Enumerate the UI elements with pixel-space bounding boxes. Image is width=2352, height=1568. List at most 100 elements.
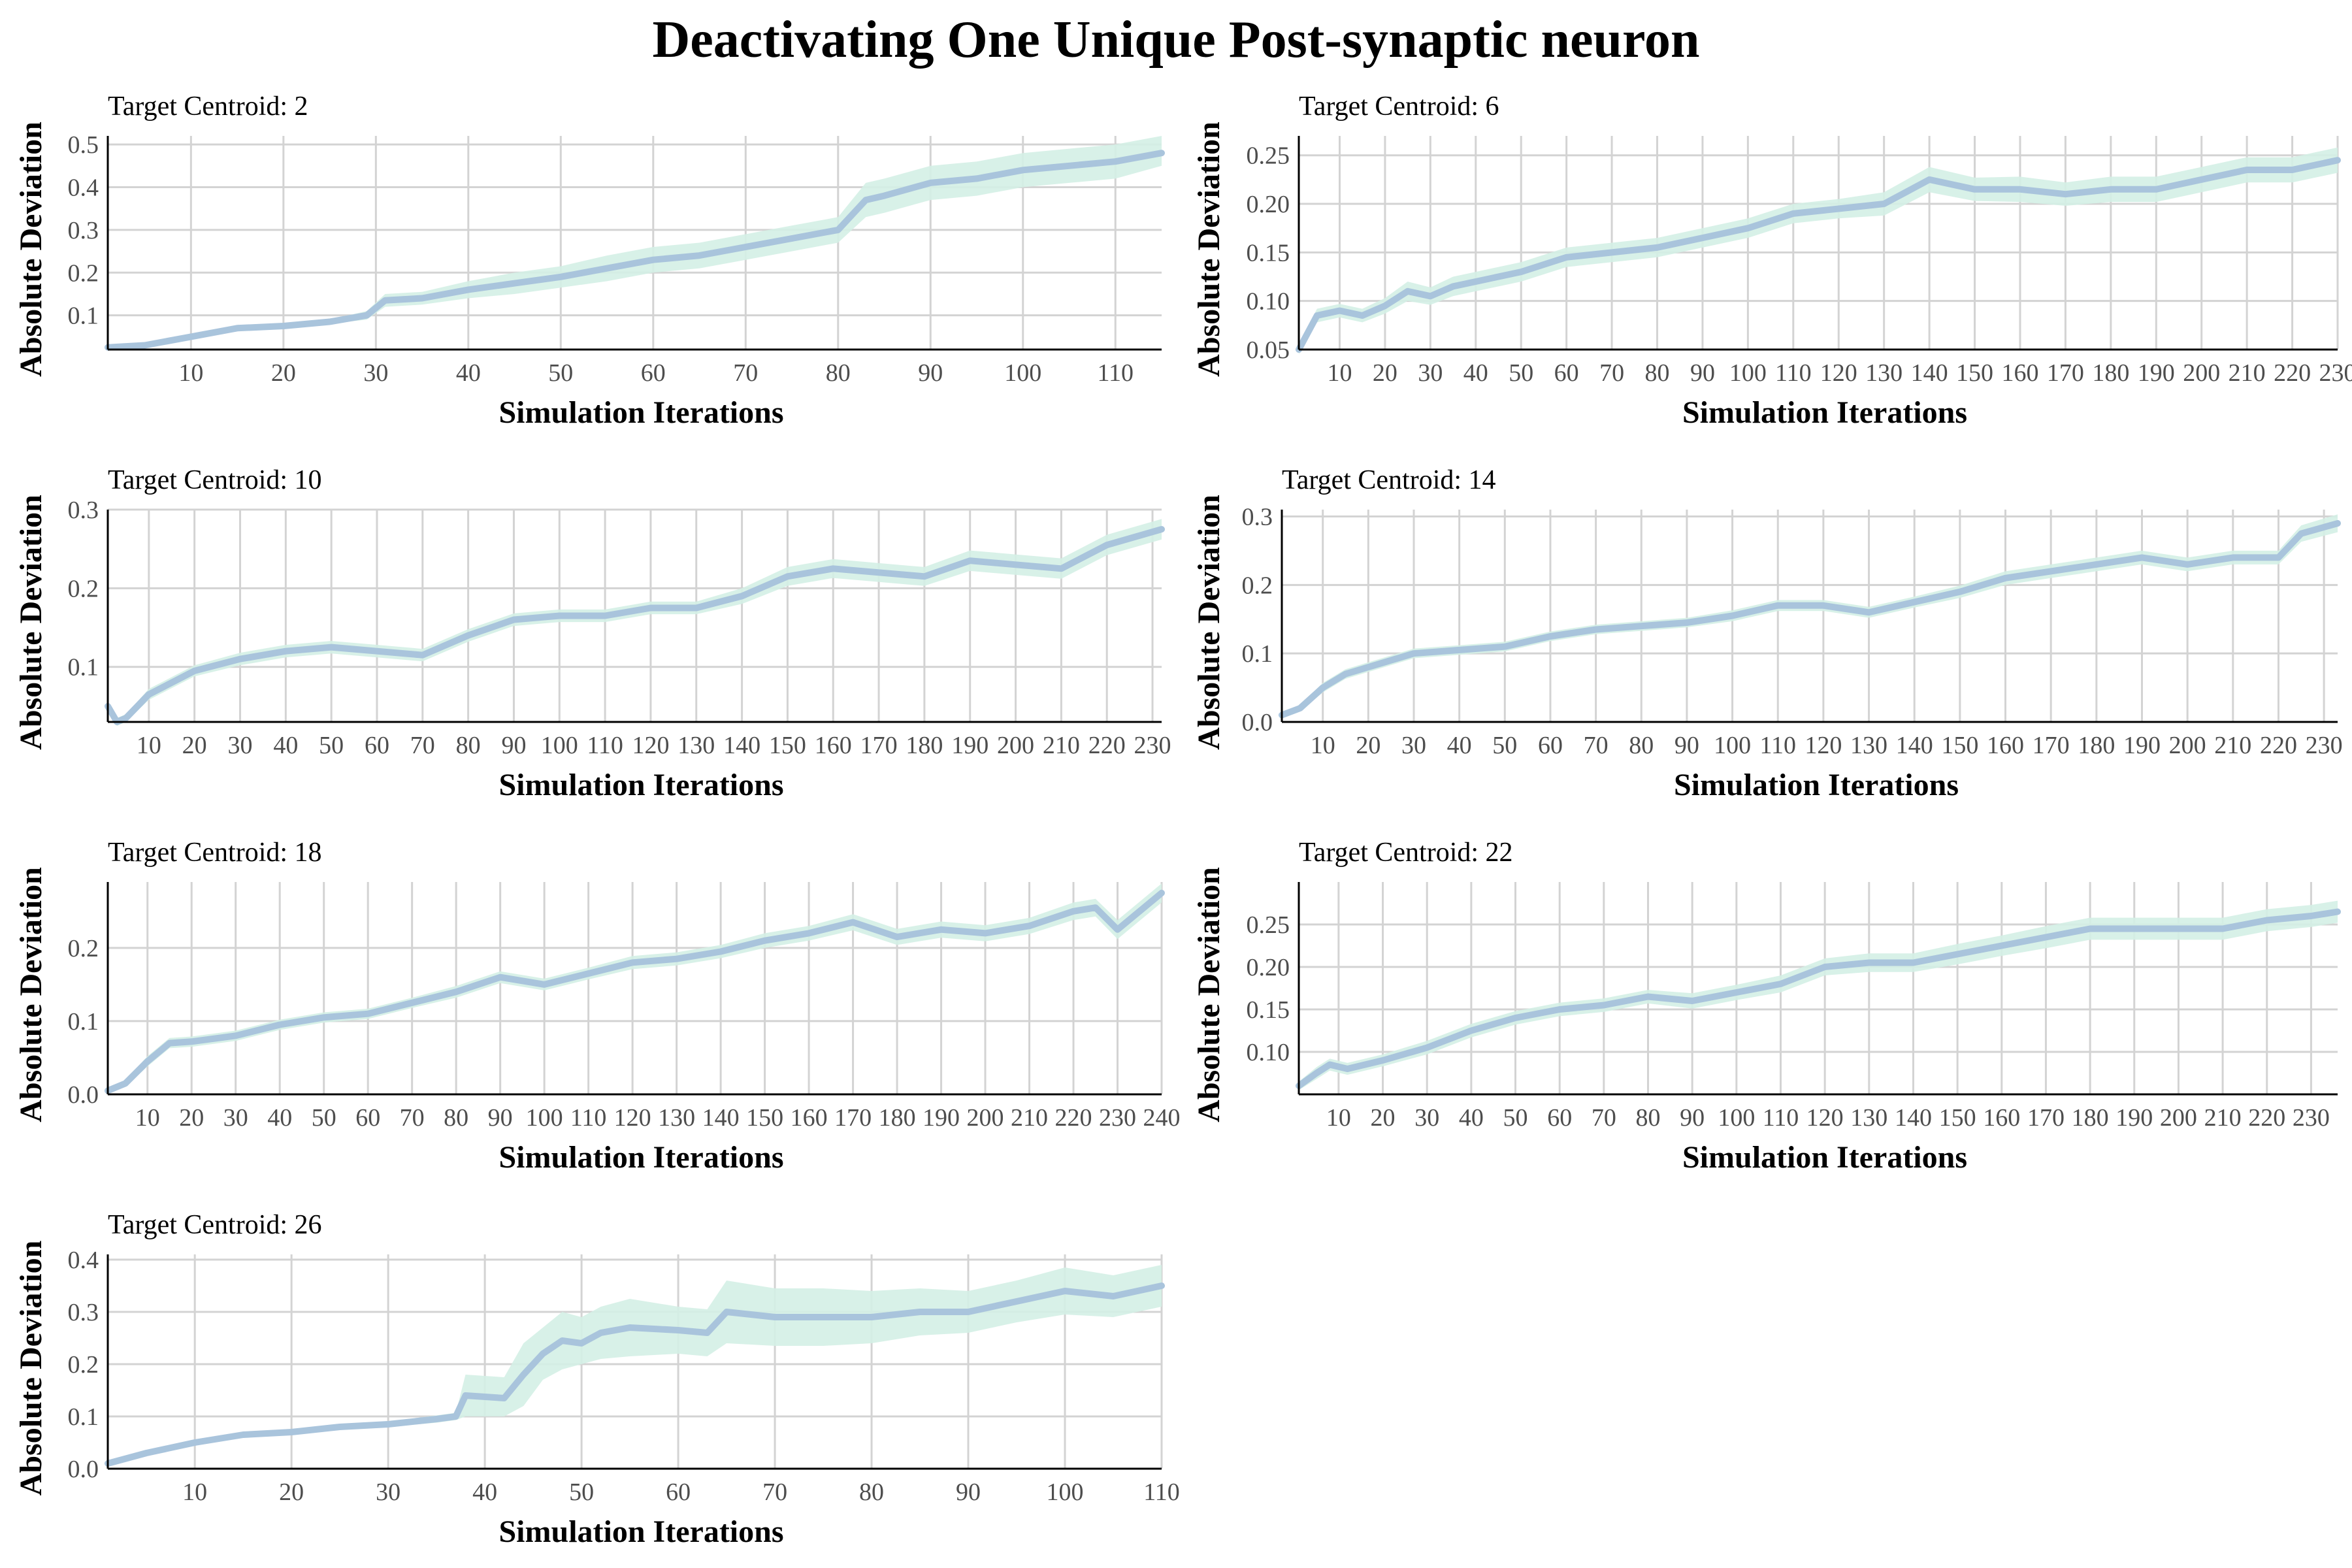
panel-title: Target Centroid: 6 (1299, 91, 1499, 122)
y-axis-label: Absolute Deviation (1192, 495, 1226, 750)
x-tick-label: 230 (1099, 1104, 1136, 1132)
x-tick-label: 160 (2001, 359, 2038, 387)
x-tick-label: 70 (1584, 732, 1609, 759)
x-tick-label: 120 (1806, 1104, 1844, 1132)
y-tick-label: 0.4 (68, 174, 99, 201)
series-line (105, 1282, 1165, 1467)
x-tick-label: 20 (182, 732, 207, 759)
x-tick-label: 200 (997, 732, 1034, 759)
y-axis-label: Absolute Deviation (14, 867, 48, 1122)
x-tick-label: 90 (1674, 732, 1699, 759)
x-tick-label: 130 (678, 732, 715, 759)
x-tick-label: 180 (906, 732, 943, 759)
x-tick-label: 100 (541, 732, 578, 759)
x-tick-label: 230 (2319, 359, 2352, 387)
x-tick-label: 140 (1895, 1104, 1932, 1132)
series-line (105, 889, 1165, 1094)
panel-title: Target Centroid: 14 (1282, 465, 1496, 495)
y-tick-label: 0.20 (1247, 191, 1290, 218)
x-tick-label: 160 (1987, 732, 2024, 759)
x-tick-label: 210 (1043, 732, 1080, 759)
x-tick-label: 190 (923, 1104, 960, 1132)
x-axis-label: Simulation Iterations (1682, 1140, 1967, 1175)
panel-1: 10 20 30 40 50 60 70 80 90 100 110 0.1 0.2 0.3 0.4 0.5 T… (14, 91, 1165, 430)
y-tick-label: 0.3 (68, 497, 99, 524)
x-tick-label: 50 (312, 1104, 336, 1132)
x-tick-label: 180 (2078, 732, 2115, 759)
x-tick-label: 40 (1459, 1104, 1484, 1132)
x-tick-label: 220 (2248, 1104, 2285, 1132)
y-tick-label: 0.3 (68, 217, 99, 244)
x-axis-label: Simulation Iterations (498, 395, 783, 430)
x-tick-label: 80 (1629, 732, 1654, 759)
y-axis-label: Absolute Deviation (14, 1241, 48, 1496)
panel-title: Target Centroid: 18 (108, 838, 322, 868)
x-tick-label: 50 (548, 359, 573, 387)
x-tick-label: 180 (879, 1104, 916, 1132)
x-tick-label: 70 (733, 359, 758, 387)
x-tick-label: 50 (1503, 1104, 1528, 1132)
series-line (1296, 908, 2341, 1089)
panel-7: 10 20 30 40 50 60 70 80 90 100 110 0.0 0.1 0.2 0.3 0.4 T… (14, 1210, 1180, 1549)
series-line (1296, 157, 2341, 353)
x-tick-label: 100 (1718, 1104, 1755, 1132)
x-tick-label: 110 (1759, 732, 1796, 759)
x-tick-label: 230 (1134, 732, 1171, 759)
x-tick-label: 10 (135, 1104, 160, 1132)
x-tick-label: 170 (834, 1104, 872, 1132)
x-tick-label: 40 (267, 1104, 292, 1132)
x-tick-label: 30 (1414, 1104, 1439, 1132)
x-tick-label: 130 (1850, 1104, 1887, 1132)
x-tick-label: 190 (951, 732, 988, 759)
x-tick-label: 180 (2092, 359, 2129, 387)
x-axis-label: Simulation Iterations (498, 1140, 783, 1175)
x-tick-label: 130 (1850, 732, 1887, 759)
x-tick-label: 150 (1939, 1104, 1976, 1132)
x-tick-label: 20 (1371, 1104, 1396, 1132)
x-tick-label: 100 (1004, 359, 1041, 387)
y-tick-label: 0.20 (1247, 954, 1290, 981)
panel-title: Target Centroid: 2 (108, 91, 308, 122)
x-tick-label: 100 (1047, 1478, 1084, 1506)
y-tick-label: 0.2 (68, 575, 99, 602)
x-tick-label: 110 (1097, 359, 1134, 387)
x-tick-label: 140 (1896, 732, 1933, 759)
y-tick-label: 0.0 (68, 1456, 99, 1483)
x-tick-label: 180 (2072, 1104, 2109, 1132)
confidence-ribbon (1299, 147, 2338, 355)
y-tick-label: 0.2 (68, 935, 99, 962)
x-tick-label: 210 (2214, 732, 2251, 759)
y-axis-label: Absolute Deviation (14, 122, 48, 377)
x-tick-label: 90 (1680, 1104, 1705, 1132)
x-tick-label: 120 (632, 732, 669, 759)
x-tick-label: 90 (501, 732, 526, 759)
y-tick-label: 0.1 (1242, 640, 1273, 668)
x-tick-label: 140 (702, 1104, 740, 1132)
x-tick-label: 90 (956, 1478, 981, 1506)
x-tick-label: 60 (641, 359, 666, 387)
x-tick-label: 240 (1143, 1104, 1181, 1132)
x-tick-label: 60 (365, 732, 389, 759)
x-tick-label: 70 (762, 1478, 787, 1506)
y-tick-label: 0.2 (68, 1351, 99, 1379)
y-axis-label: Absolute Deviation (14, 495, 48, 750)
x-tick-label: 30 (1401, 732, 1426, 759)
x-tick-label: 70 (400, 1104, 425, 1132)
x-tick-label: 230 (2293, 1104, 2330, 1132)
y-axis-label: Absolute Deviation (1192, 867, 1226, 1122)
x-tick-label: 70 (1599, 359, 1624, 387)
y-tick-label: 0.10 (1247, 1039, 1290, 1066)
y-tick-label: 0.1 (68, 654, 99, 681)
x-tick-label: 190 (2123, 732, 2161, 759)
x-tick-label: 170 (2047, 359, 2084, 387)
confidence-ribbon (108, 883, 1162, 1093)
figure-title: Deactivating One Unique Post-synaptic ne… (652, 11, 1700, 69)
x-tick-label: 50 (569, 1478, 594, 1506)
x-tick-label: 110 (1775, 359, 1812, 387)
x-tick-label: 190 (2138, 359, 2175, 387)
x-tick-label: 210 (2229, 359, 2266, 387)
panel-4: 10 20 30 40 50 60 70 80 90 100 110 120 130 140 150 160 1… (1192, 465, 2343, 802)
x-tick-label: 140 (723, 732, 760, 759)
